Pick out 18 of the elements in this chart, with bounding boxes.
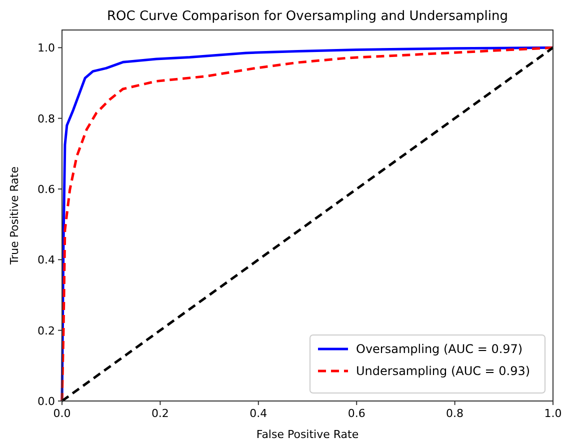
y-tick-label: 0.8 xyxy=(38,112,55,126)
x-tick-label: 0.8 xyxy=(446,407,464,420)
line-series xyxy=(60,46,554,402)
y-tick-label: 1.0 xyxy=(38,42,55,55)
x-tick-label: 0.6 xyxy=(348,407,366,420)
y-tick-label: 0.6 xyxy=(38,183,55,196)
x-tick-label: 1.0 xyxy=(544,407,562,420)
legend-label: Oversampling (AUC = 0.97) xyxy=(356,342,523,356)
x-tick-label: 0.0 xyxy=(53,407,71,420)
chart-title: ROC Curve Comparison for Oversampling and Undersampling xyxy=(106,9,508,24)
x-tick-label: 0.4 xyxy=(250,407,268,420)
y-axis-title: True Positive Rate xyxy=(8,166,21,266)
legend-label: Undersampling (AUC = 0.93) xyxy=(356,364,530,378)
y-tick-label: 0.0 xyxy=(38,395,55,408)
x-tick-label: 0.2 xyxy=(151,407,169,420)
y-tick-label: 0.4 xyxy=(38,254,55,267)
x-axis-title: False Positive Rate xyxy=(256,428,359,441)
y-tick-label: 0.2 xyxy=(38,324,55,338)
